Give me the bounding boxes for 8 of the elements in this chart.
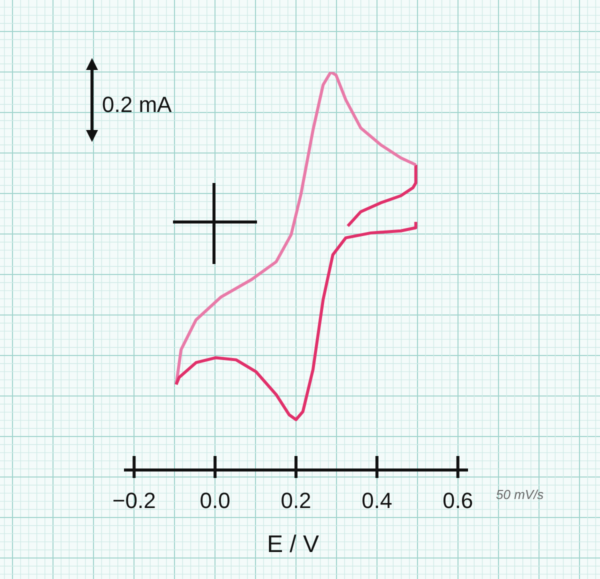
x-axis-title: E / V (266, 531, 320, 558)
x-tick-label: 0.0 (200, 488, 230, 513)
text: 50 mV/s (496, 487, 544, 502)
x-tick-label: 0.6 (442, 488, 474, 513)
x-tick-label: 0.2 (280, 488, 312, 513)
annotation: 0.2 mA (102, 92, 172, 117)
x-tick-label: −0.2 (112, 488, 156, 513)
x-tick-label: 0.4 (362, 488, 392, 513)
